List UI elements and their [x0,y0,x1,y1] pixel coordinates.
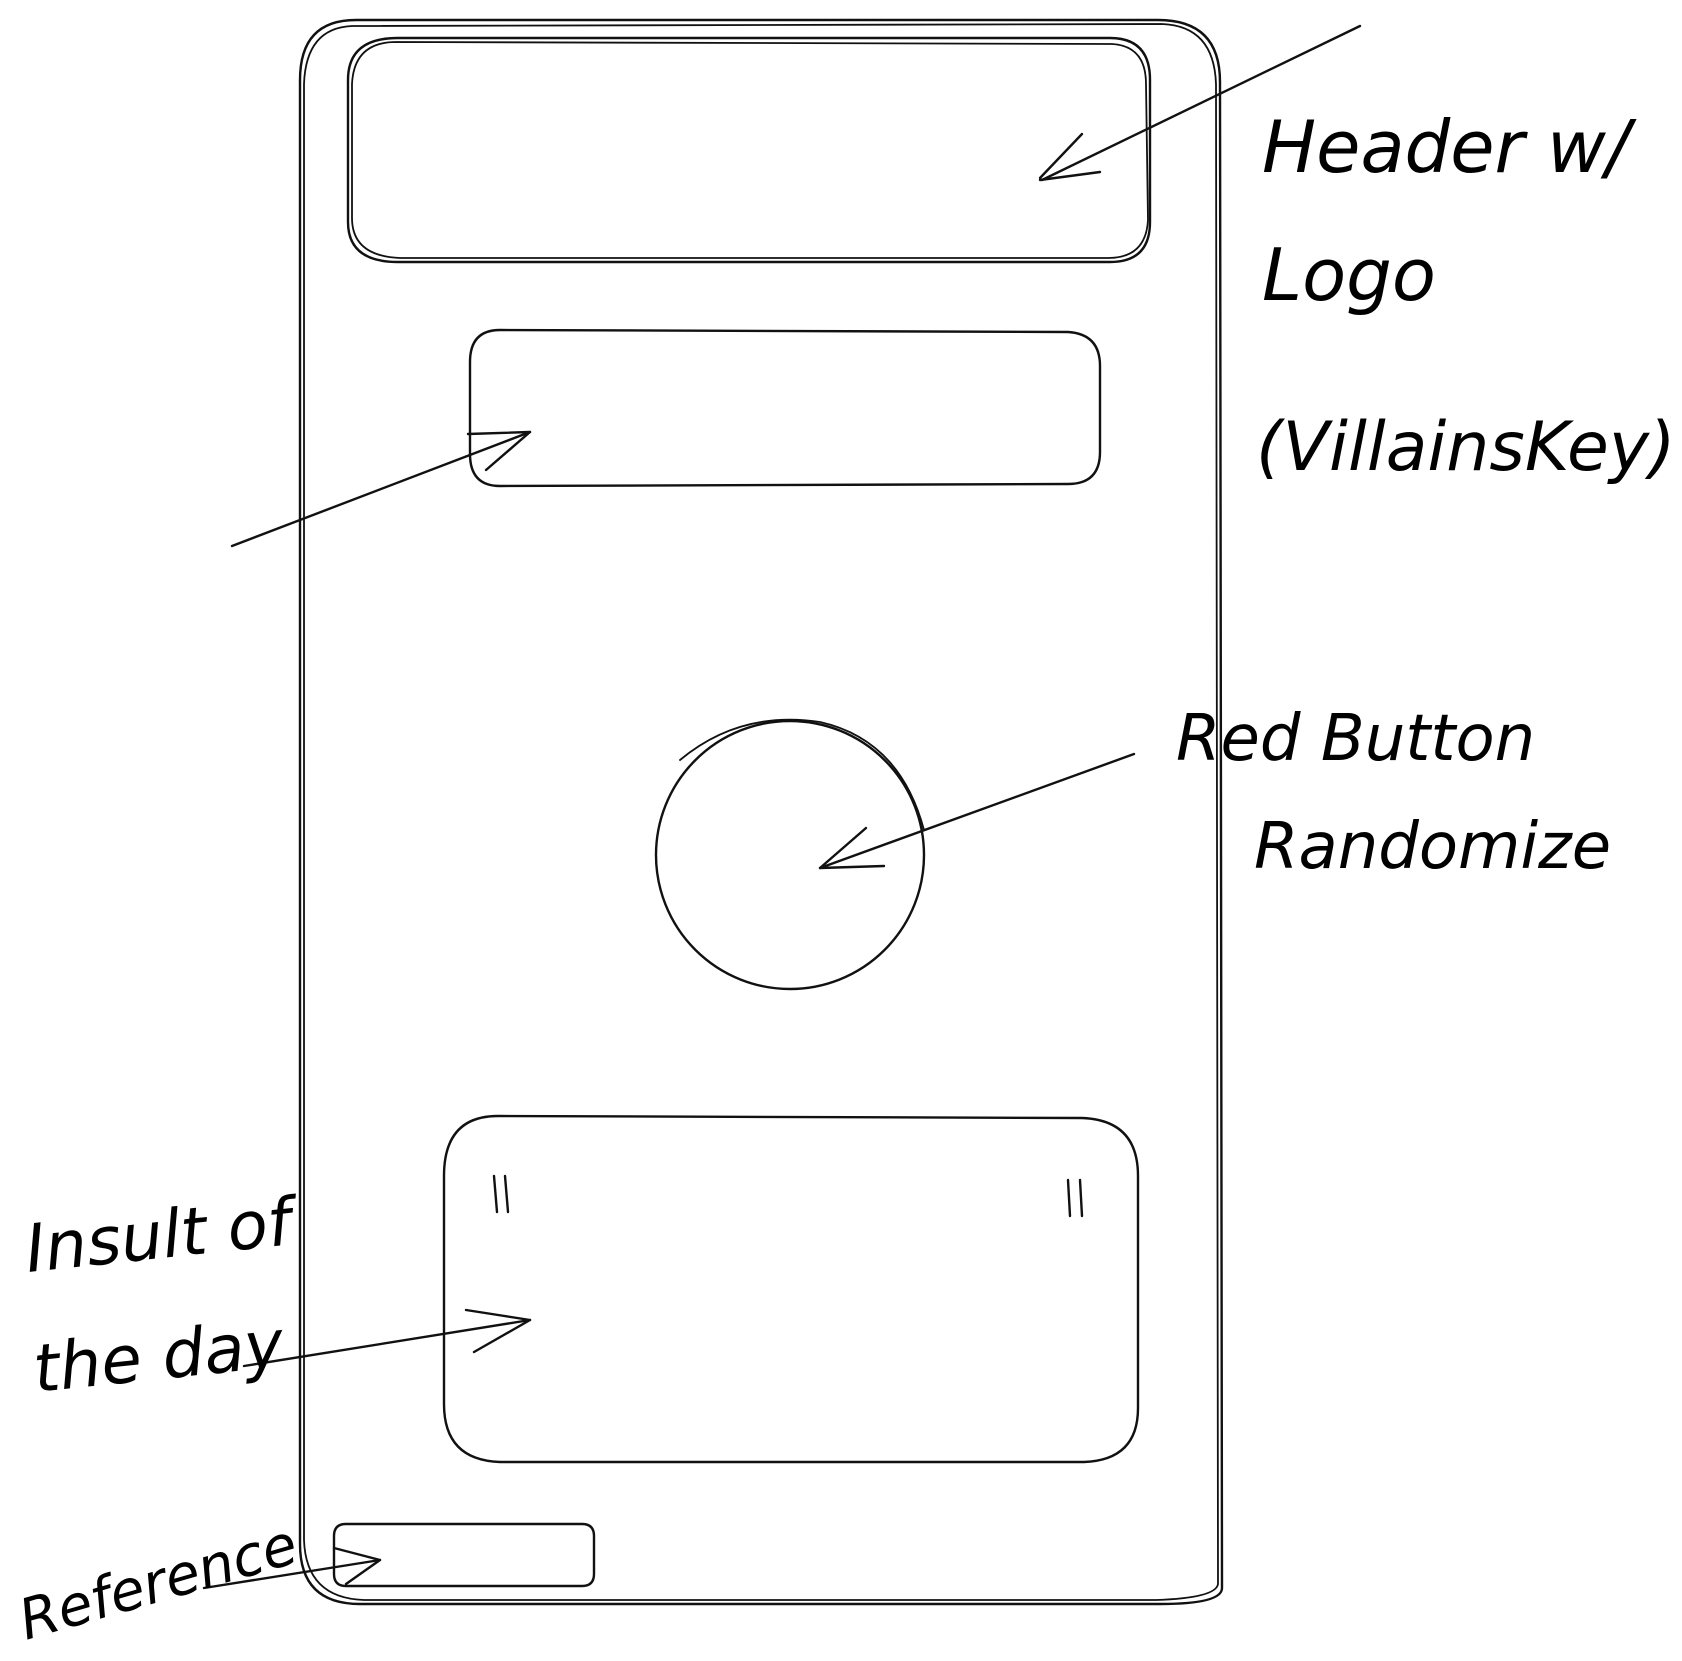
quote-close-icon [1066,1178,1084,1218]
note-insult: Insult of the day [22,1183,304,1408]
arrow-to-card [242,1308,532,1368]
note-button-line2: Randomize [1254,810,1611,884]
note-header-line1: Header w/ [1262,105,1637,189]
arrow-to-reference [202,1546,382,1590]
note-button: Red Button Randomize [1176,702,1611,884]
arrow-to-header [1038,24,1362,182]
insult-card [442,1114,1140,1464]
arrow-to-button [818,752,1136,870]
note-insult-line1: Insult of [22,1183,304,1288]
reference-box [332,1522,596,1588]
phone-frame [298,18,1224,1606]
red-button-circle [654,718,926,991]
subheader-box [468,328,1102,488]
note-header: Header w/ Logo (VillainsKey) [1256,105,1676,487]
note-insult-line2: the day [30,1305,288,1408]
quote-open-icon [492,1174,510,1214]
note-button-line1: Red Button [1176,702,1535,776]
note-reference-line1: Reference [12,1512,305,1653]
arrow-to-subheader [230,430,532,548]
note-reference: Reference [12,1512,305,1653]
note-header-line3: (VillainsKey) [1256,408,1676,487]
header-box [346,36,1152,264]
note-header-line2: Logo [1262,233,1436,317]
